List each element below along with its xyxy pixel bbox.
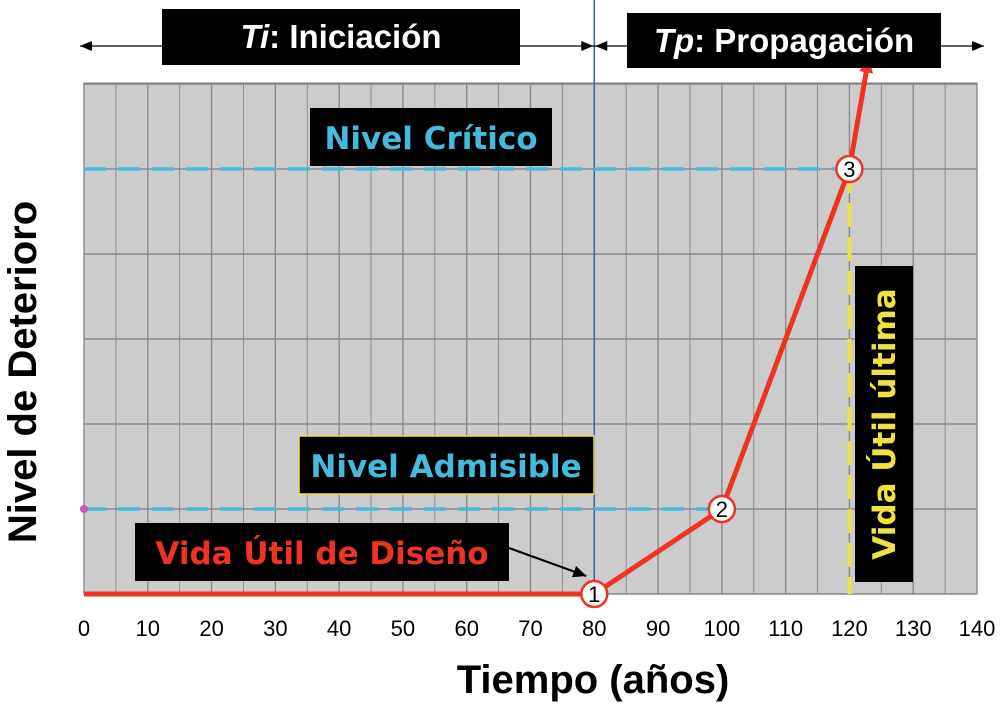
x-tick-label: 100 [703, 616, 740, 641]
x-tick-label: 0 [78, 616, 90, 641]
nivel-admisible-box [298, 435, 595, 495]
phase-header: Ti: Iniciación Tp: Propagación [80, 9, 984, 68]
vida-diseno-pointer [508, 547, 587, 577]
arrowhead-icon [80, 41, 92, 51]
x-tick-label: 50 [391, 616, 415, 641]
arrowhead-icon [581, 41, 594, 51]
x-tick-label: 70 [518, 616, 542, 641]
iniciacion-label: Ti: Iniciación [240, 18, 441, 55]
nivel-critico-label: Nivel Crítico [324, 121, 537, 157]
vida-ultima-box [855, 266, 913, 582]
propagacion-box [627, 13, 941, 68]
arrowhead-icon [595, 41, 608, 51]
x-tick-labels: 0 10 20 30 40 50 60 70 80 90 100 110 120 130 140 [78, 616, 995, 641]
x-tick-label: 60 [454, 616, 478, 641]
nivel-critico-box [310, 108, 552, 166]
point-marker-2 [707, 494, 737, 524]
point-marker-3 [835, 154, 864, 184]
x-tick-label: 20 [199, 616, 223, 641]
y-axis-label: Nivel de Deterioro [1, 201, 45, 543]
point-marker-label: 1 [588, 582, 600, 607]
nivel-admisible-dot [80, 505, 88, 513]
arrowhead-icon [972, 41, 984, 51]
vida-diseno-box [135, 523, 509, 581]
nivel-admisible-label: Nivel Admisible [310, 449, 581, 485]
x-tick-label: 90 [646, 616, 670, 641]
x-tick-label: 130 [895, 616, 932, 641]
point-marker-1 [580, 579, 609, 609]
vida-ultima-label: Vida Útil última [866, 288, 903, 559]
x-axis-label: Tiempo (años) [457, 658, 730, 702]
x-tick-label: 40 [327, 616, 351, 641]
x-tick-label: 30 [263, 616, 287, 641]
x-tick-label: 10 [136, 616, 160, 641]
threshold-lines [80, 167, 852, 594]
vida-diseno-label: Vida Útil de Diseño [155, 535, 488, 572]
iniciacion-box [162, 9, 520, 65]
x-tick-label: 120 [831, 616, 868, 641]
x-tick-label: 140 [959, 616, 996, 641]
x-tick-label: 110 [768, 616, 803, 641]
point-marker-label: 2 [716, 497, 728, 522]
propagacion-label: Tp: Propagación [654, 22, 914, 59]
point-markers: 1 2 3 [580, 154, 864, 609]
x-tick-label: 80 [582, 616, 606, 641]
point-marker-label: 3 [843, 157, 855, 182]
arrowhead-icon [572, 565, 587, 578]
